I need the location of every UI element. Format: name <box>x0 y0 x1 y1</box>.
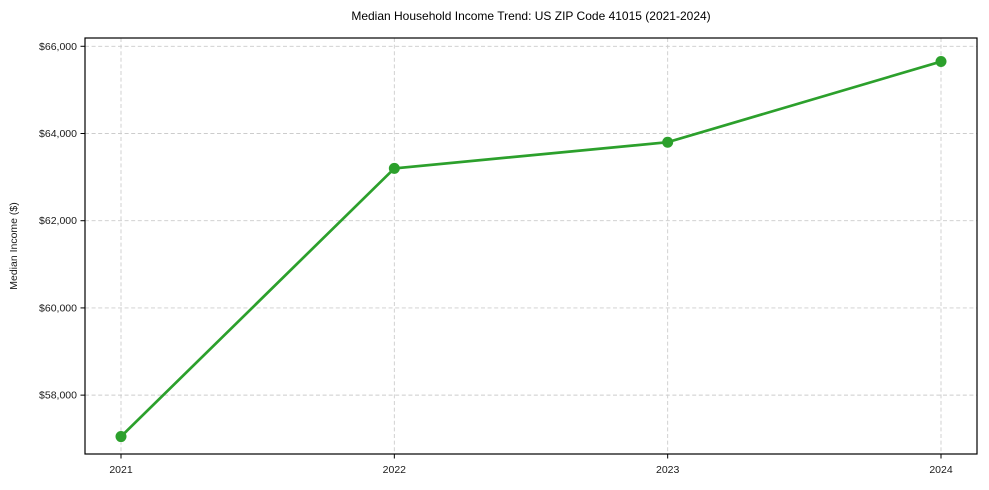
data-point-2022 <box>388 162 400 174</box>
y-tick-label: $62,000 <box>39 215 77 227</box>
chart-title: Median Household Income Trend: US ZIP Co… <box>351 9 711 23</box>
y-tick-label: $64,000 <box>39 128 77 140</box>
data-point-2021 <box>115 431 127 443</box>
plot-area-border <box>84 37 978 455</box>
data-point-2023 <box>662 136 674 148</box>
trend-line <box>119 60 943 438</box>
data-point-2024 <box>935 56 947 68</box>
y-tick-label: $58,000 <box>39 390 77 402</box>
x-tick-label: 2022 <box>383 464 407 476</box>
x-tick-label: 2021 <box>109 464 133 476</box>
y-tick-label: $60,000 <box>39 302 77 314</box>
y-tick-label: $66,000 <box>39 41 77 53</box>
x-tick-label: 2023 <box>656 464 680 476</box>
x-tick-label: 2024 <box>929 464 953 476</box>
